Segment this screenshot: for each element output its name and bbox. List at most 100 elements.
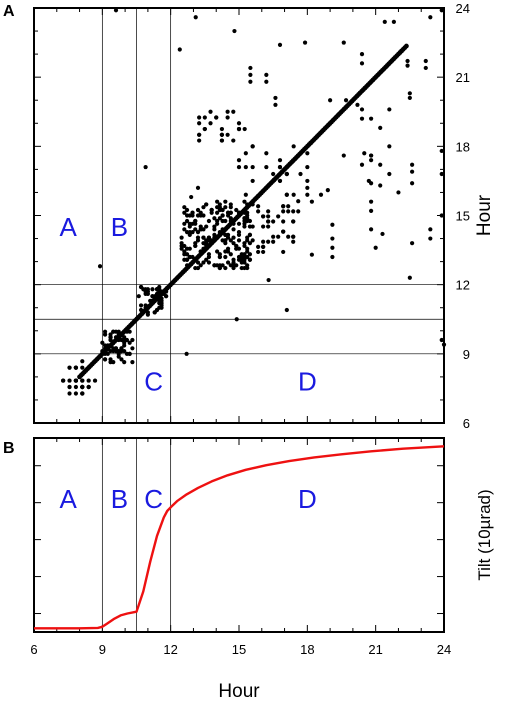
scatter-point [215,263,220,268]
scatter-point [236,246,242,251]
scatter-point [184,246,190,251]
scatter-point [108,348,113,354]
scatter-point [291,144,296,149]
scatter-point [328,98,333,103]
scatter-point [439,148,444,154]
scatter-point [179,235,184,240]
scatter-point [212,227,217,232]
scatter-point [276,234,281,239]
scatter-point [195,230,201,235]
x-tick-label-b: 18 [300,642,314,657]
scatter-point [208,109,213,114]
scatter-point [410,169,415,174]
scatter-point [266,277,271,283]
panel-b-frame [33,437,445,633]
scatter-point [423,58,428,64]
scatter-point [122,340,127,345]
scatter-point [86,378,91,383]
scatter-point [439,213,444,218]
scatter-point [202,126,207,132]
scatter-point [286,209,291,214]
scatter-point [305,178,310,184]
scatter-point [359,116,365,121]
scatter-point [182,205,187,210]
scatter-point [127,340,132,345]
scatter-point [217,254,222,260]
y-axis-label-b: Tilt (10µrad) [475,489,494,580]
scatter-point [247,252,253,257]
x-tick-label-b: 21 [368,642,382,657]
scatter-point [177,47,182,52]
scatter-point [228,210,233,215]
scatter-point [119,348,124,354]
scatter-point [197,121,202,126]
scatter-point [223,205,228,210]
scatter-point [113,348,119,354]
scatter-point [407,95,412,101]
scatter-point [369,227,374,232]
scatter-point [111,329,116,334]
scatter-point [182,210,187,215]
scatter-point [387,144,392,149]
scatter-point [164,294,169,299]
scatter-point [236,158,242,163]
scatter-point [355,102,360,107]
scatter-point [232,28,237,34]
scatter-point [197,132,202,137]
region-label-b-a: A [59,484,77,514]
scatter-point [305,185,310,190]
scatter-point [362,151,367,156]
scatter-point [198,210,203,215]
tilt-line [34,445,445,630]
scatter-point [387,171,392,177]
scatter-point [206,218,212,224]
scatter-point [201,227,206,232]
scatter-point [193,15,198,20]
scatter-point [248,72,253,77]
scatter-point [410,162,415,167]
y-tick-label-a: 24 [456,1,470,16]
scatter-point [130,346,135,351]
scatter-point [242,218,247,224]
scatter-point [261,239,266,244]
scatter-point [250,178,255,184]
scatter-point [223,232,228,237]
region-label-b-d: D [298,484,317,514]
scatter-point [309,252,314,257]
scatter-point [113,8,119,13]
scatter-point [271,234,276,239]
scatter-point [80,378,85,383]
scatter-point [242,199,247,204]
scatter-point [150,294,155,299]
scatter-point [215,249,220,254]
scatter-point [266,209,271,214]
scatter-point [225,109,230,114]
scatter-point [266,239,271,244]
scatter-point [410,181,415,186]
scatter-point [228,252,233,257]
scatter-point [369,208,374,213]
scatter-point [204,202,209,207]
y-tick-label-a: 9 [463,347,470,362]
scatter-point [236,238,242,243]
scatter-point [396,190,401,195]
scatter-point [217,202,222,207]
scatter-point [250,238,255,243]
scatter-point [225,213,231,218]
scatter-point [228,202,233,207]
scatter-point [256,209,261,214]
scatter-point [281,229,286,234]
scatter-point [231,227,236,232]
scatter-point [184,207,190,213]
scatter-point [206,260,212,265]
scatter-point [247,232,253,237]
scatter-point [116,329,121,334]
scatter-point [127,329,132,334]
scatter-point [219,132,225,137]
scatter-point [228,238,233,243]
region-label-a-a: A [59,212,77,242]
scatter-point [291,209,296,214]
scatter-point [204,224,209,229]
y-tick-label-a: 21 [456,70,470,85]
scatter-point [439,171,444,177]
